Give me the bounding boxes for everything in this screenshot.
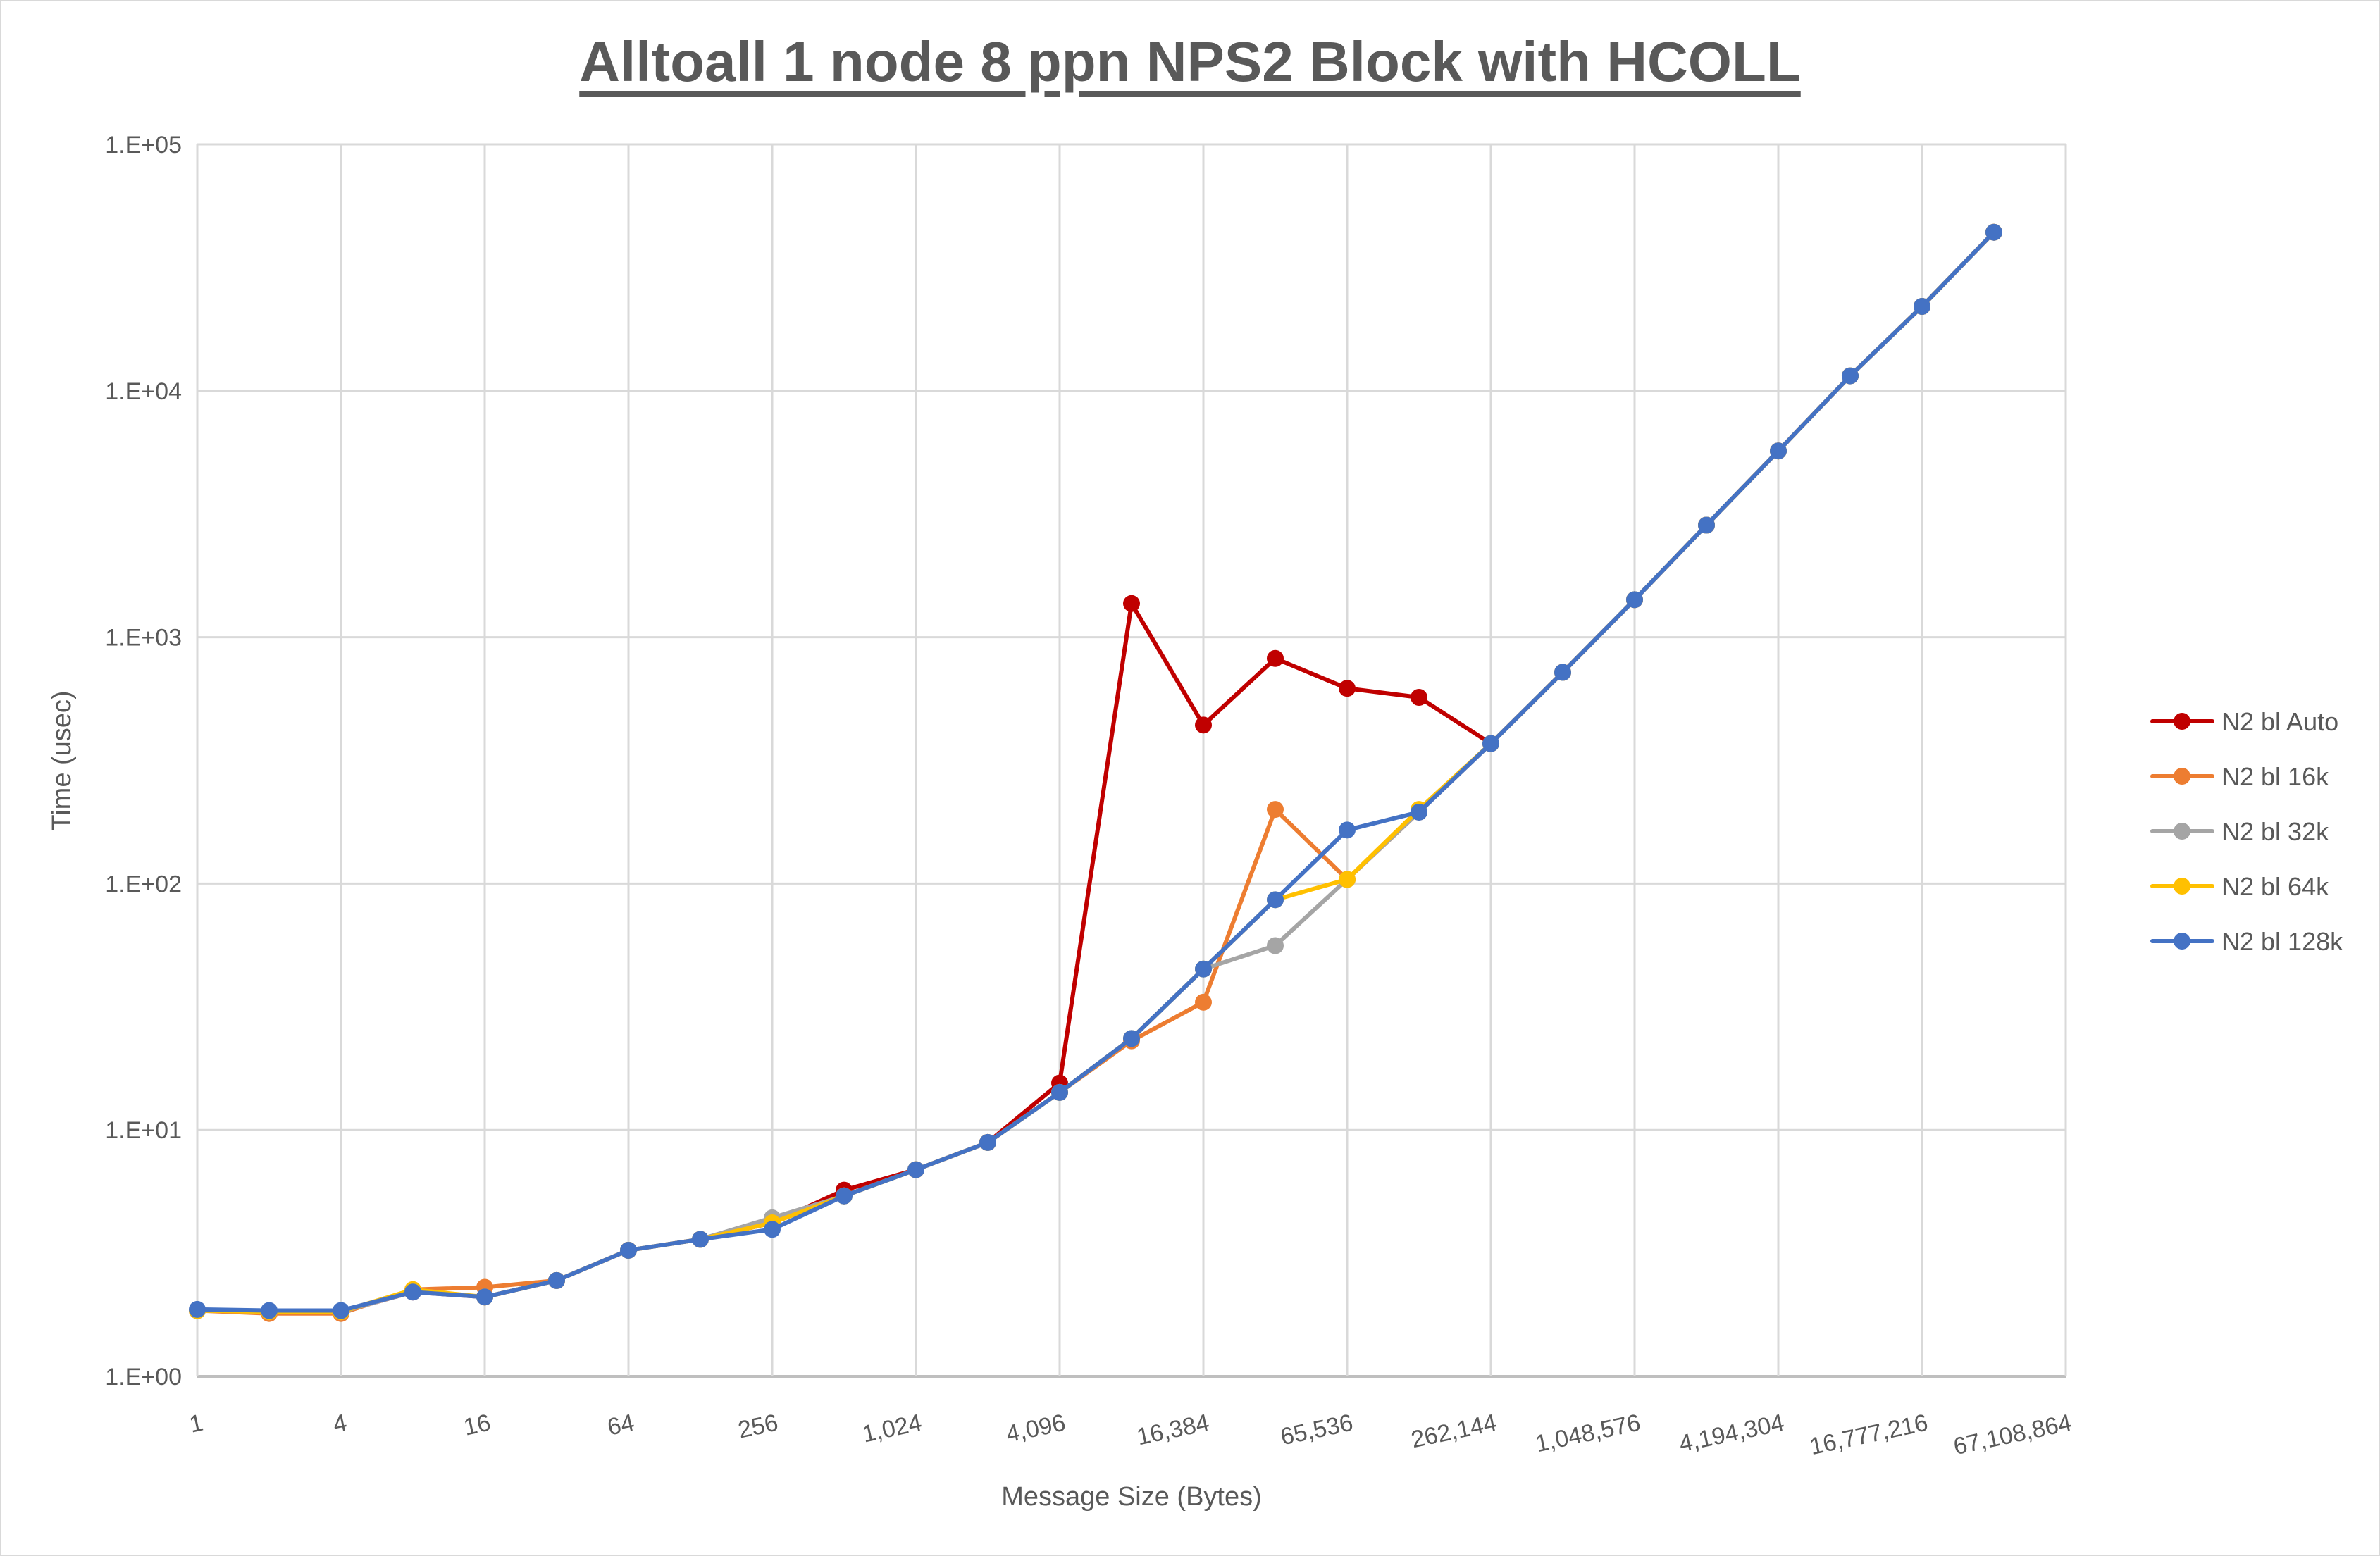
data-point: [1985, 223, 2002, 241]
data-point: [1267, 649, 1284, 667]
data-point: [1195, 716, 1212, 734]
data-point: [1123, 595, 1140, 612]
legend-marker-icon: [2174, 713, 2190, 730]
data-point: [189, 1300, 206, 1318]
data-point: [1770, 442, 1787, 460]
legend-label: N2 bl 64k: [2221, 872, 2329, 901]
legend: N2 bl Auto N2 bl 16k N2 bl 32k N2 bl 64k N2 …: [2150, 707, 2343, 956]
data-point: [1914, 298, 1930, 316]
data-point: [476, 1288, 493, 1306]
x-tick-label: 16: [461, 1409, 493, 1441]
data-point: [1698, 516, 1715, 534]
x-axis-title: Message Size (Bytes): [1001, 1482, 1262, 1512]
legend-label: N2 bl 32k: [2221, 817, 2329, 846]
x-tick-label: 4: [330, 1409, 349, 1438]
x-tick-label: 4,096: [1004, 1409, 1068, 1448]
chart-title: Alltoall 1 node 8 ppn NPS2 Block with HC…: [579, 30, 1801, 93]
data-point: [261, 1302, 278, 1319]
data-point: [836, 1187, 853, 1205]
y-tick-label: 1.E+03: [105, 625, 182, 652]
x-tick-label: 1,024: [860, 1409, 924, 1448]
data-point: [1195, 993, 1212, 1011]
legend-label: N2 bl 16k: [2221, 762, 2329, 791]
y-tick-label: 1.E+02: [105, 871, 182, 897]
data-point: [979, 1133, 996, 1151]
series-n2-bl-16k: [189, 223, 2002, 1322]
x-axis-ticks: 1 4 16 64 256 1,024 4,096 16,384 65,536 262,144 1,…: [187, 1409, 2074, 1461]
x-tick-label: 256: [736, 1409, 780, 1444]
x-tick-label: 4,194,304: [1677, 1409, 1787, 1458]
y-axis-ticks: 1.E+00 1.E+01 1.E+02 1.E+03 1.E+04 1.E+05: [105, 132, 182, 1390]
data-point: [1339, 821, 1356, 839]
data-point: [1626, 591, 1643, 609]
x-tick-label: 65,536: [1278, 1409, 1356, 1451]
x-tick-label: 64: [605, 1409, 637, 1441]
data-point: [333, 1302, 349, 1319]
legend-marker-icon: [2174, 878, 2190, 895]
series-n2-bl-32k: [189, 223, 2002, 1321]
data-point: [764, 1221, 781, 1238]
x-tick-label: 67,108,864: [1951, 1409, 2074, 1461]
x-tick-label: 16,384: [1134, 1409, 1212, 1451]
x-tick-label: 16,777,216: [1807, 1409, 1930, 1461]
series-n2-bl-128k: [189, 223, 2002, 1319]
x-tick-label: 262,144: [1409, 1409, 1499, 1454]
gridlines: [196, 143, 2067, 1378]
legend-item: N2 bl 128k: [2150, 927, 2343, 956]
legend-item: N2 bl 32k: [2150, 817, 2329, 846]
legend-label: N2 bl Auto: [2221, 707, 2338, 736]
series-n2-bl-64k: [189, 223, 2002, 1321]
data-point: [692, 1231, 709, 1248]
series-n2-bl-auto: [189, 223, 2002, 1321]
data-point: [1482, 735, 1499, 752]
y-tick-label: 1.E+00: [105, 1364, 182, 1390]
data-point: [548, 1271, 565, 1289]
data-point: [1051, 1083, 1068, 1101]
y-axis-title: Time (usec): [47, 690, 77, 830]
data-point: [1195, 960, 1212, 978]
data-point: [404, 1283, 421, 1301]
data-point: [1123, 1030, 1140, 1047]
data-point: [1339, 680, 1356, 697]
legend-item: N2 bl 16k: [2150, 762, 2329, 791]
legend-label: N2 bl 128k: [2221, 927, 2343, 956]
data-point: [1339, 871, 1356, 888]
data-point: [1267, 801, 1284, 819]
x-tick-label: 1,048,576: [1533, 1409, 1643, 1458]
x-tick-label: 1: [187, 1409, 205, 1438]
legend-item: N2 bl Auto: [2150, 707, 2338, 736]
data-point: [907, 1161, 924, 1178]
legend-marker-icon: [2174, 768, 2190, 785]
y-tick-label: 1.E+05: [105, 132, 182, 158]
y-tick-label: 1.E+01: [105, 1117, 182, 1144]
data-point: [620, 1241, 637, 1259]
data-point: [1411, 803, 1427, 821]
data-point: [1411, 688, 1427, 706]
series-lines: [189, 223, 2002, 1322]
legend-item: N2 bl 64k: [2150, 872, 2329, 901]
data-point: [1267, 891, 1284, 909]
legend-marker-icon: [2174, 933, 2190, 950]
data-point: [1554, 664, 1571, 681]
legend-marker-icon: [2174, 823, 2190, 840]
y-tick-label: 1.E+04: [105, 378, 182, 405]
data-point: [1842, 367, 1859, 385]
data-point: [1267, 937, 1284, 954]
